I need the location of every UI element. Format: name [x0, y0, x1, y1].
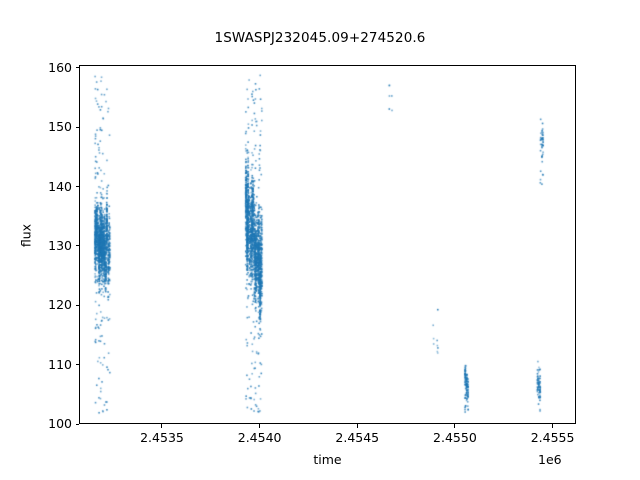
x-axis-label: time [313, 452, 342, 467]
x-tick-mark [552, 424, 554, 428]
y-tick-label: 140 [48, 178, 72, 194]
y-tick-mark [75, 304, 79, 306]
x-tick-label: 2.4555 [530, 430, 575, 445]
y-tick-mark [75, 364, 79, 366]
y-tick-label: 160 [48, 59, 72, 75]
y-tick-label: 130 [48, 237, 72, 253]
plot-axes [79, 65, 576, 424]
x-tick-label: 2.4550 [433, 430, 477, 445]
x-tick-label: 2.4540 [237, 430, 282, 445]
x-tick-mark [259, 424, 261, 428]
y-tick-mark [75, 67, 79, 69]
scatter-data-layer [80, 66, 575, 423]
page-title: 1SWASPJ232045.09+274520.6 [214, 30, 426, 46]
x-tick-mark [161, 424, 163, 428]
y-tick-label: 150 [48, 119, 72, 135]
y-tick-mark [75, 245, 79, 247]
x-axis-offset-label: 1e6 [538, 452, 562, 467]
y-tick-mark [75, 186, 79, 188]
x-tick-label: 2.4535 [140, 430, 184, 445]
y-tick-label: 110 [48, 356, 72, 372]
x-tick-mark [356, 424, 358, 428]
y-tick-label: 100 [48, 416, 72, 431]
x-tick-mark [454, 424, 456, 428]
y-tick-label: 120 [48, 297, 72, 313]
y-axis-label: flux [18, 223, 34, 248]
y-tick-mark [75, 423, 79, 425]
y-tick-mark [75, 126, 79, 128]
x-tick-label: 2.4545 [335, 430, 380, 445]
